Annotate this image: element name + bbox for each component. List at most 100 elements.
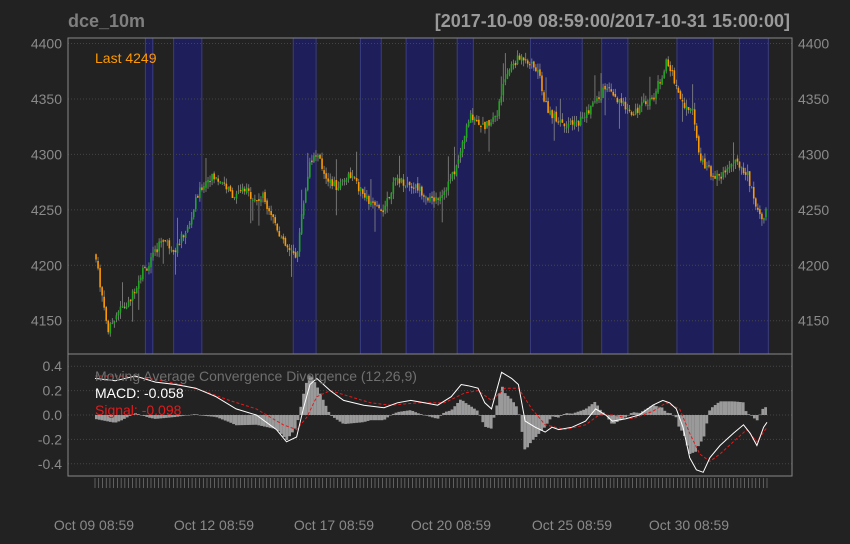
candle-up (235, 193, 238, 199)
candle-up (190, 217, 193, 225)
candle-down (712, 175, 714, 177)
price-gridlines (68, 43, 792, 322)
candle-up (390, 193, 393, 200)
candle-down (270, 211, 272, 215)
candle-up (111, 323, 114, 325)
macd-hist-bar (414, 412, 417, 415)
candle-down (598, 97, 600, 100)
price-y-tick-label-right: 4300 (798, 146, 829, 162)
candle-up (317, 155, 319, 158)
macd-hist-bar (484, 415, 487, 427)
macd-hist-bar (361, 415, 364, 423)
macd-y-axis: 0.4 0.2 0.0 -0.2 -0.4 (38, 358, 62, 472)
candle-down (133, 292, 136, 294)
macd-hist-bar (181, 415, 185, 416)
candle-up (594, 101, 596, 103)
macd-hist-bar (445, 411, 448, 415)
candle-up (343, 180, 346, 182)
macd-hist-bar (442, 412, 445, 415)
price-y-axis-right: 4150 4200 4250 4300 4350 4400 (798, 36, 829, 329)
macd-hist-bar (753, 415, 756, 419)
macd-hist-bar (167, 415, 171, 418)
candle-up (600, 98, 602, 101)
macd-y-tick-label: 0.4 (43, 358, 63, 374)
macd-hist-bar (632, 412, 636, 415)
candle-up (596, 98, 598, 102)
candle-up (457, 159, 460, 164)
candle-up (647, 104, 649, 106)
macd-y-tick-label: 0.2 (43, 383, 63, 399)
macd-hist-bar (705, 415, 709, 424)
x-tick-label: Oct 25 08:59 (532, 517, 612, 533)
candle-up (459, 151, 462, 158)
macd-hist-bar (383, 415, 387, 420)
candle-up (351, 176, 354, 178)
candle-up (569, 120, 572, 123)
macd-hist-bar (447, 410, 451, 415)
macd-hist-bar (302, 393, 305, 415)
candle-down (624, 101, 627, 110)
candle-up (730, 163, 733, 168)
candle-up (702, 159, 704, 163)
candle-down (101, 287, 103, 296)
macd-hist-bar (548, 415, 552, 420)
candle-up (392, 182, 395, 194)
candle-up (170, 249, 173, 251)
candle-down (724, 170, 727, 173)
candle-up (435, 197, 437, 201)
macd-hist-bar (475, 410, 479, 415)
candle-up (347, 173, 350, 180)
macd-hist-bar (240, 415, 244, 426)
candle-up (494, 115, 496, 118)
candle-up (482, 123, 484, 125)
macd-hist-bar (235, 415, 238, 426)
macd-hist-bar (716, 402, 720, 415)
candle-down (704, 158, 706, 169)
macd-hist-bar (369, 415, 373, 421)
candle-down (561, 119, 564, 123)
macd-hist-bar (139, 415, 143, 416)
macd-hist-bar (593, 401, 597, 415)
candle-up (152, 252, 154, 258)
candle-down (144, 267, 146, 269)
candle-down (378, 204, 380, 209)
macd-panel-title: Moving Average Convergence Divergence (1… (95, 368, 417, 384)
price-y-tick-label-left: 4400 (31, 36, 62, 52)
candle-up (227, 187, 230, 190)
candle-down (651, 97, 653, 99)
macd-hist-bar (260, 415, 263, 426)
macd-hist-bar (727, 401, 731, 415)
x-tick-label: Oct 17 08:59 (294, 517, 374, 533)
candle-up (262, 193, 264, 198)
candle-down (272, 214, 274, 218)
candle-up (640, 102, 643, 106)
macd-hist-bar (111, 415, 115, 423)
candle-down (677, 87, 680, 93)
candle-up (716, 173, 718, 180)
macd-hist-bar (327, 411, 331, 415)
candle-up (512, 63, 515, 66)
macd-hist-bar (123, 415, 126, 419)
macd-hist-bar (209, 415, 213, 417)
macd-hist-bar (162, 415, 165, 419)
macd-hist-bar (307, 375, 311, 415)
macd-hist-bar (128, 415, 132, 416)
candle-up (592, 102, 594, 106)
candle-up (504, 79, 507, 83)
macd-hist-bar (411, 410, 415, 415)
macd-hist-bar (509, 398, 513, 415)
candle-down (266, 200, 268, 210)
candle-up (498, 101, 501, 117)
price-y-tick-label-right: 4250 (798, 202, 829, 218)
candle-up (657, 80, 659, 93)
candle-down (380, 209, 382, 212)
macd-hist-bar (638, 412, 641, 415)
candle-up (345, 179, 348, 183)
candle-down (209, 181, 211, 183)
candle-up (606, 88, 608, 91)
macd-hist-bar (439, 415, 443, 416)
candle-down (714, 175, 716, 179)
macd-hist-bar (201, 415, 205, 416)
candle-up (734, 159, 737, 164)
